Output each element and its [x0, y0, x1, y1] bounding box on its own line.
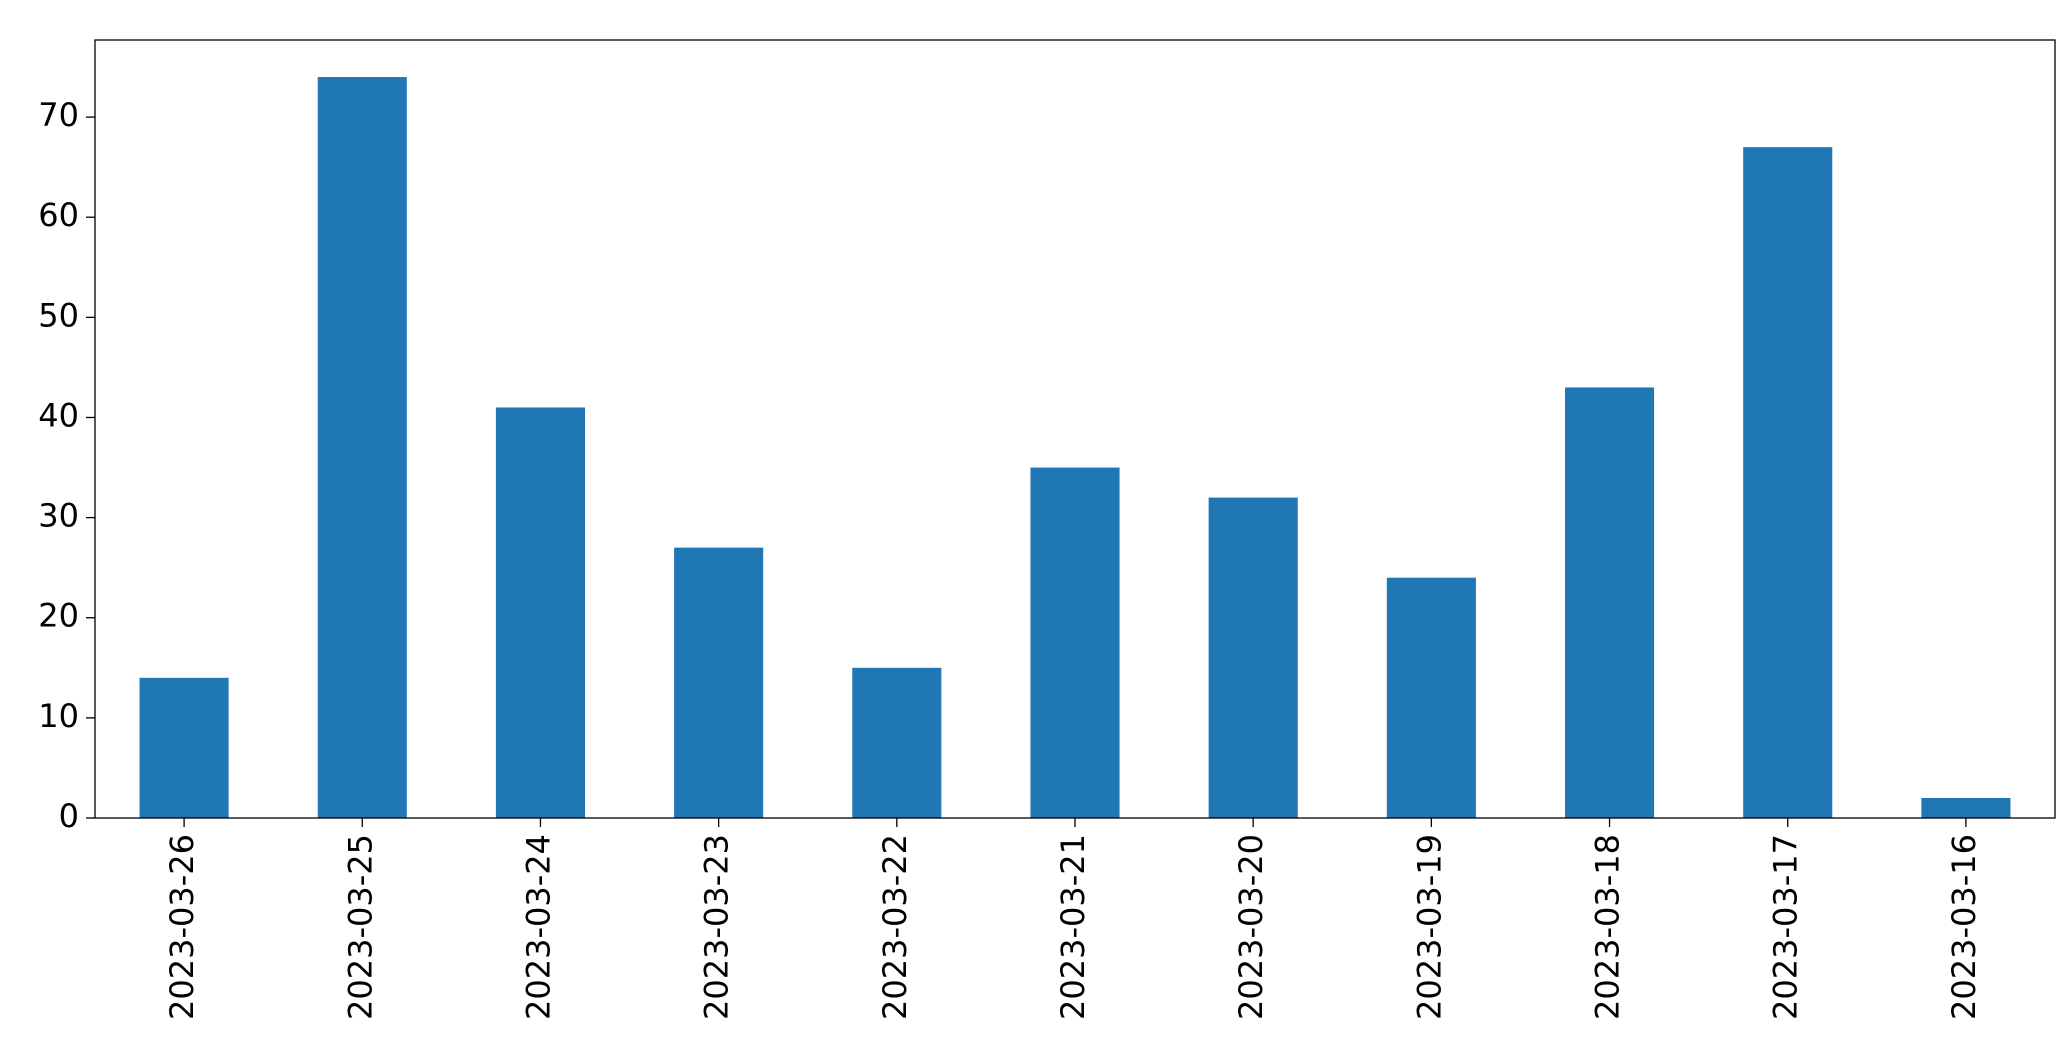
y-tick-label: 50	[38, 296, 79, 334]
y-tick-label: 40	[38, 396, 79, 434]
bar	[1921, 797, 2011, 818]
bar	[674, 547, 764, 818]
bar	[1208, 497, 1298, 818]
y-tick-label: 0	[59, 797, 79, 835]
y-tick-label: 70	[38, 96, 79, 134]
x-tick-label: 2023-03-24	[519, 834, 557, 1020]
y-tick-label: 20	[38, 597, 79, 635]
x-tick-label: 2023-03-20	[1232, 834, 1270, 1020]
x-tick-label: 2023-03-18	[1589, 834, 1627, 1020]
x-tick-label: 2023-03-25	[341, 834, 379, 1020]
x-tick-label: 2023-03-26	[163, 834, 201, 1020]
x-tick-label: 2023-03-16	[1945, 834, 1983, 1020]
plot-frame	[94, 39, 2056, 819]
y-tick-label: 30	[38, 497, 79, 535]
y-tick-label: 10	[38, 697, 79, 735]
x-tick-label: 2023-03-23	[698, 834, 736, 1020]
bar	[495, 407, 585, 818]
bar	[852, 667, 942, 818]
x-tick-label: 2023-03-19	[1410, 834, 1448, 1020]
bar	[1565, 387, 1655, 818]
bar	[1030, 467, 1120, 818]
bar	[1743, 147, 1833, 819]
bar	[139, 677, 229, 818]
x-tick-label: 2023-03-22	[876, 834, 914, 1020]
bar	[317, 77, 407, 819]
x-tick-label: 2023-03-21	[1054, 834, 1092, 1020]
x-tick-label: 2023-03-17	[1767, 834, 1805, 1020]
y-tick-label: 60	[38, 196, 79, 234]
bar	[1386, 577, 1476, 818]
